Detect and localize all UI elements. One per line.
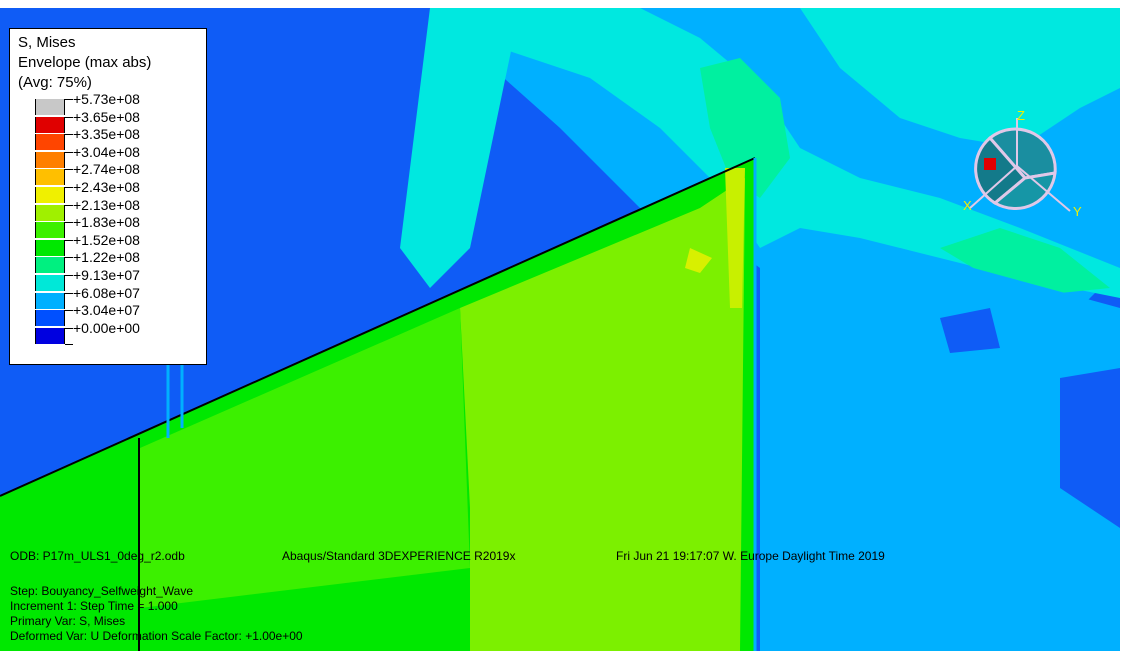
stress-contour-plot: [0, 8, 1120, 651]
legend-value-label: +3.65e+08: [73, 108, 140, 125]
legend-tick: [65, 151, 73, 153]
legend-swatch: [35, 222, 65, 239]
increment-info: Increment 1: Step Time = 1.000: [10, 599, 178, 613]
legend-swatch: [35, 292, 65, 309]
legend-tick: [65, 134, 73, 136]
timestamp: Fri Jun 21 19:17:07 W. Europe Daylight T…: [616, 549, 885, 563]
triad-origin-marker: [984, 158, 996, 170]
software-version: Abaqus/Standard 3DEXPERIENCE R2019x: [282, 549, 516, 563]
legend-swatch: [35, 187, 65, 203]
legend-swatch: [35, 310, 65, 327]
triad-label-z: Z: [1017, 108, 1025, 123]
legend-swatch: [35, 257, 65, 274]
legend-title-averaging: (Avg: 75%): [18, 74, 92, 91]
legend-value-label: +2.74e+08: [73, 161, 140, 178]
step-name: Step: Bouyancy_Selfweight_Wave: [10, 584, 193, 598]
contour-legend[interactable]: S, Mises Envelope (max abs) (Avg: 75%) +…: [9, 28, 207, 365]
legend-tick: [65, 292, 73, 294]
plate-edge-diagonal: [0, 157, 756, 497]
contour-plate-yellow-green: [460, 178, 745, 651]
legend-swatch: [35, 275, 65, 291]
triad-axis-y: [1016, 165, 1071, 212]
legend-title-variable: S, Mises: [18, 34, 76, 51]
legend-tick: [65, 187, 73, 188]
triad-sphere-right: [992, 171, 1057, 210]
legend-tick: [65, 99, 73, 100]
triad-sphere: [987, 127, 1057, 180]
legend-tick: [65, 169, 73, 171]
abaqus-viewport[interactable]: Z X Y S, Mises Envelope (max abs) (Avg: …: [0, 8, 1120, 651]
triad-axis-x: [969, 165, 1018, 209]
legend-value-label: +1.83e+08: [73, 214, 140, 231]
contour-band-light-blue-lower: [760, 248, 1120, 651]
legend-tick: [65, 257, 73, 259]
legend-value-label: +1.52e+08: [73, 231, 140, 248]
legend-swatch: [35, 204, 65, 221]
legend-swatch: [35, 116, 65, 133]
legend-value-label: +1.22e+08: [73, 249, 140, 266]
legend-tick: [65, 239, 73, 241]
legend-value-label: +9.13e+07: [73, 267, 140, 283]
legend-value-label: +5.73e+08: [73, 91, 140, 107]
legend-value-label: +2.13e+08: [73, 196, 140, 213]
contour-plate-yellow-patch: [685, 248, 712, 273]
legend-value-label: +3.35e+08: [73, 126, 140, 143]
legend-tick: [65, 327, 73, 329]
odb-filename: ODB: P17m_ULS1_0deg_r2.odb: [10, 549, 185, 563]
legend-value-label: +0.00e+00: [73, 319, 140, 336]
contour-band-aqua-right: [940, 228, 1110, 293]
contour-band-aqua: [700, 58, 790, 198]
legend-value-label: +3.04e+07: [73, 302, 140, 319]
legend-title-envelope: Envelope (max abs): [18, 54, 152, 71]
primary-variable: Primary Var: S, Mises: [10, 614, 126, 628]
contour-plate-yellow-strip: [725, 168, 745, 308]
legend-value-label: +3.04e+08: [73, 143, 140, 160]
legend-swatch: [35, 169, 65, 186]
legend-swatch: [35, 99, 65, 115]
legend-swatch: [35, 327, 65, 344]
contour-band-cyan-left: [400, 8, 520, 288]
contour-band-cyan-right: [800, 8, 1120, 148]
legend-swatch: [35, 239, 65, 256]
contour-plate-green-light: [140, 308, 470, 608]
legend-value-label: +6.08e+07: [73, 284, 140, 301]
legend-tick: [65, 275, 73, 276]
triad-label-y: Y: [1073, 204, 1082, 219]
orientation-triad: Z X Y: [963, 108, 1082, 219]
contour-band-blue-lower-right: [1060, 368, 1120, 528]
legend-tick: [65, 343, 73, 345]
triad-label-x: X: [963, 198, 972, 213]
contour-band-blue-patch: [940, 308, 1000, 353]
legend-tick: [65, 222, 73, 224]
legend-swatch: [35, 134, 65, 151]
legend-tick: [65, 204, 73, 206]
legend-value-label: +2.43e+08: [73, 179, 140, 195]
legend-tick: [65, 310, 73, 312]
legend-swatch: [35, 151, 65, 168]
legend-tick: [65, 116, 73, 118]
deformed-variable: Deformed Var: U Deformation Scale Factor…: [10, 629, 303, 643]
